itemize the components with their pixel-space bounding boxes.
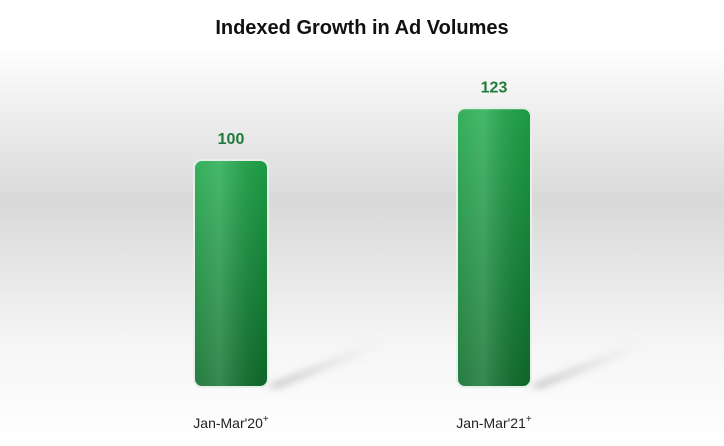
category-label-2: Jan-Mar'21+ bbox=[456, 414, 532, 431]
data-label-2: 123 bbox=[481, 79, 508, 96]
category-label-1: Jan-Mar'20+ bbox=[193, 414, 269, 431]
chart-title: Indexed Growth in Ad Volumes bbox=[215, 17, 508, 39]
bar-shine bbox=[458, 109, 530, 386]
bar-shadow bbox=[530, 341, 645, 388]
bar-shine bbox=[195, 161, 267, 386]
bar-shadow bbox=[267, 341, 382, 388]
category-mark: + bbox=[526, 414, 532, 425]
category-mark: + bbox=[263, 414, 269, 425]
category-text: Jan-Mar'21 bbox=[456, 415, 526, 431]
category-text: Jan-Mar'20 bbox=[193, 415, 263, 431]
data-label-1: 100 bbox=[218, 131, 245, 148]
